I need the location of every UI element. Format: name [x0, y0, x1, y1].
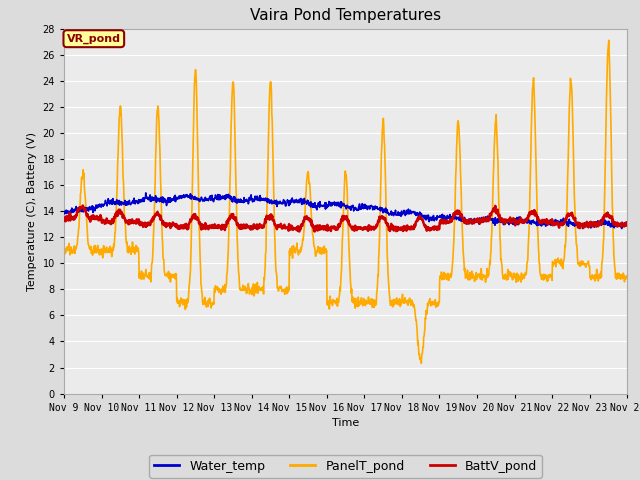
BattV_pond	[508, 216, 515, 222]
Water_temp	[618, 226, 625, 231]
Water_temp	[507, 220, 515, 226]
Text: VR_pond: VR_pond	[67, 34, 121, 44]
Water_temp	[142, 190, 150, 196]
Water_temp	[172, 196, 180, 202]
BattV_pond	[434, 226, 442, 231]
BattV_pond	[623, 222, 631, 228]
BattV_pond	[249, 226, 257, 232]
PanelT_pond	[186, 282, 193, 288]
PanelT_pond	[433, 300, 441, 305]
Water_temp	[60, 210, 68, 216]
BattV_pond	[172, 222, 180, 228]
BattV_pond	[186, 219, 193, 225]
Water_temp	[433, 216, 441, 221]
Y-axis label: Temperature (C), Battery (V): Temperature (C), Battery (V)	[27, 132, 37, 291]
Line: PanelT_pond: PanelT_pond	[64, 40, 627, 363]
Legend: Water_temp, PanelT_pond, BattV_pond: Water_temp, PanelT_pond, BattV_pond	[149, 455, 542, 478]
PanelT_pond	[557, 256, 564, 262]
Line: Water_temp: Water_temp	[64, 193, 627, 228]
PanelT_pond	[172, 271, 179, 276]
Water_temp	[249, 199, 257, 204]
PanelT_pond	[507, 274, 515, 279]
PanelT_pond	[623, 274, 631, 280]
BattV_pond	[557, 221, 565, 227]
Line: BattV_pond: BattV_pond	[64, 205, 627, 231]
PanelT_pond	[60, 246, 68, 252]
Water_temp	[186, 193, 193, 199]
BattV_pond	[296, 228, 303, 234]
PanelT_pond	[417, 360, 425, 366]
Water_temp	[623, 220, 631, 226]
BattV_pond	[60, 218, 68, 224]
BattV_pond	[79, 203, 86, 208]
PanelT_pond	[248, 285, 256, 290]
Title: Vaira Pond Temperatures: Vaira Pond Temperatures	[250, 9, 441, 24]
PanelT_pond	[605, 37, 612, 43]
Water_temp	[557, 217, 564, 223]
X-axis label: Time: Time	[332, 418, 359, 428]
